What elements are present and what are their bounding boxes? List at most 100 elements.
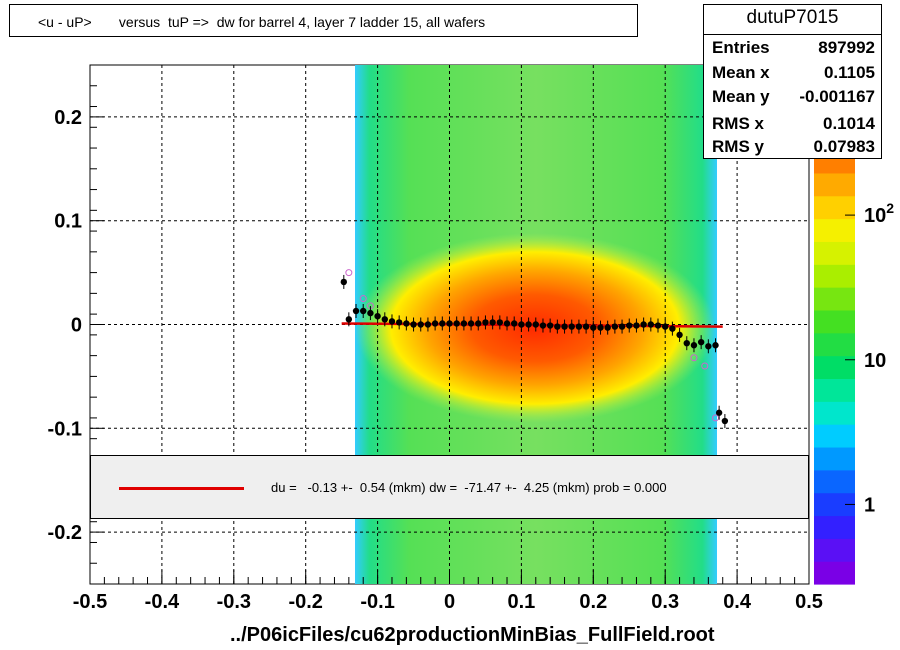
x-tick-label: 0.2 (579, 591, 607, 613)
color-scale-cell (814, 424, 855, 448)
color-scale-cell (814, 515, 855, 539)
stats-divider (704, 34, 881, 35)
x-tick-label: 0.1 (507, 591, 535, 613)
y-tick-label: -0.1 (48, 418, 82, 440)
data-point (662, 323, 669, 330)
stats-label: Mean x (712, 63, 770, 82)
data-point (511, 320, 518, 327)
stats-row-rms-y: RMS y 0.07983 (712, 137, 875, 159)
data-point (381, 316, 388, 323)
data-point (721, 417, 729, 425)
data-point (647, 321, 655, 328)
x-axis-label: ../P06icFiles/cu62productionMinBias_Full… (230, 624, 715, 646)
data-point (683, 339, 690, 347)
axis-ticks (89, 64, 810, 585)
color-scale-cell (814, 538, 855, 562)
stats-row-mean-x: Mean x 0.1105 (712, 63, 875, 85)
title-box: <u - uP> versus tuP => dw for barrel 4, … (9, 4, 638, 37)
data-point (597, 324, 604, 331)
color-scale-cell (814, 241, 855, 265)
data-point (439, 320, 446, 327)
data-point (568, 323, 575, 330)
data-point (374, 312, 381, 320)
x-tick-label: -0.1 (360, 591, 394, 613)
data-point (690, 342, 698, 349)
stats-value: -0.001167 (799, 87, 875, 106)
stats-label: RMS x (712, 114, 764, 133)
data-point (669, 325, 676, 332)
open-marker (690, 354, 698, 362)
data-point (611, 323, 619, 330)
color-scale-cell (814, 401, 855, 425)
z-tick-label: 102 (864, 200, 894, 227)
y-tick-label: 0.1 (54, 211, 82, 233)
data-point (561, 323, 568, 330)
data-point (489, 319, 496, 326)
x-tick-label: 0.3 (651, 591, 679, 613)
open-marker (359, 295, 367, 303)
data-point (676, 331, 683, 339)
stats-value: 0.1014 (823, 114, 875, 133)
data-point (518, 321, 525, 328)
fit-legend: du = -0.13 +- 0.54 (mkm) dw = -71.47 +- … (90, 455, 809, 519)
x-tick-label: -0.4 (145, 591, 180, 613)
stats-name: dutuP7015 (746, 7, 839, 28)
data-point (388, 318, 396, 325)
data-point (705, 343, 712, 350)
open-marker (345, 269, 353, 277)
data-point (496, 319, 504, 326)
data-point (525, 321, 532, 328)
open-marker (712, 414, 720, 422)
color-scale-cell (814, 469, 855, 494)
data-point (554, 323, 561, 330)
data-point (654, 322, 662, 329)
y-tick-label: 0 (71, 315, 82, 337)
open-marker (701, 362, 709, 370)
color-scale-cell (814, 378, 855, 402)
fit-legend-text: du = -0.13 +- 0.54 (mkm) dw = -71.47 +- … (271, 480, 667, 495)
data-point (604, 324, 611, 331)
data-point (417, 321, 424, 328)
color-scale-cell (814, 561, 855, 585)
color-scale-cell (814, 332, 855, 357)
color-scale-cell (814, 309, 855, 334)
color-scale-cell (814, 172, 855, 197)
data-point (360, 307, 367, 315)
z-tick-label: 10 (864, 350, 886, 372)
data-point (424, 321, 432, 328)
data-point (410, 321, 417, 328)
data-point (340, 278, 348, 286)
data-point (352, 307, 360, 315)
stats-label: Mean y (712, 87, 770, 106)
color-scale-cell (814, 287, 855, 311)
stats-label: RMS y (712, 137, 764, 156)
data-point (626, 322, 633, 329)
data-point (467, 320, 475, 327)
data-point (431, 320, 439, 327)
data-point (532, 321, 539, 328)
data-point (367, 309, 374, 317)
color-scale-cell (814, 218, 855, 242)
x-tick-label: 0.4 (723, 591, 752, 613)
data-point (715, 409, 723, 416)
color-scale-cell (814, 446, 855, 471)
stats-box: dutuP7015 Entries 897992 Mean x 0.1105 M… (703, 4, 882, 159)
data-point (633, 322, 640, 329)
data-point (590, 324, 597, 331)
stats-row-mean-y: Mean y -0.001167 (712, 87, 875, 109)
data-point (575, 323, 583, 330)
x-tick-label: -0.2 (288, 591, 322, 613)
y-tick-label: -0.2 (48, 522, 82, 544)
x-tick-label: -0.5 (73, 591, 107, 613)
data-point (712, 342, 719, 349)
data-point (546, 322, 554, 329)
tick-labels: -0.5 -0.4 -0.3 -0.2 -0.1 0 0.1 0.2 0.3 0.4 0.5 -0.2… (48, 107, 823, 613)
data-point (395, 319, 403, 326)
color-scale: 1 10 102 (814, 150, 894, 585)
stats-value: 897992 (818, 38, 875, 57)
data-point (475, 320, 482, 327)
profile-points (340, 269, 729, 429)
heatmap-core (355, 233, 715, 423)
data-point (618, 323, 626, 330)
data-point (640, 321, 647, 328)
